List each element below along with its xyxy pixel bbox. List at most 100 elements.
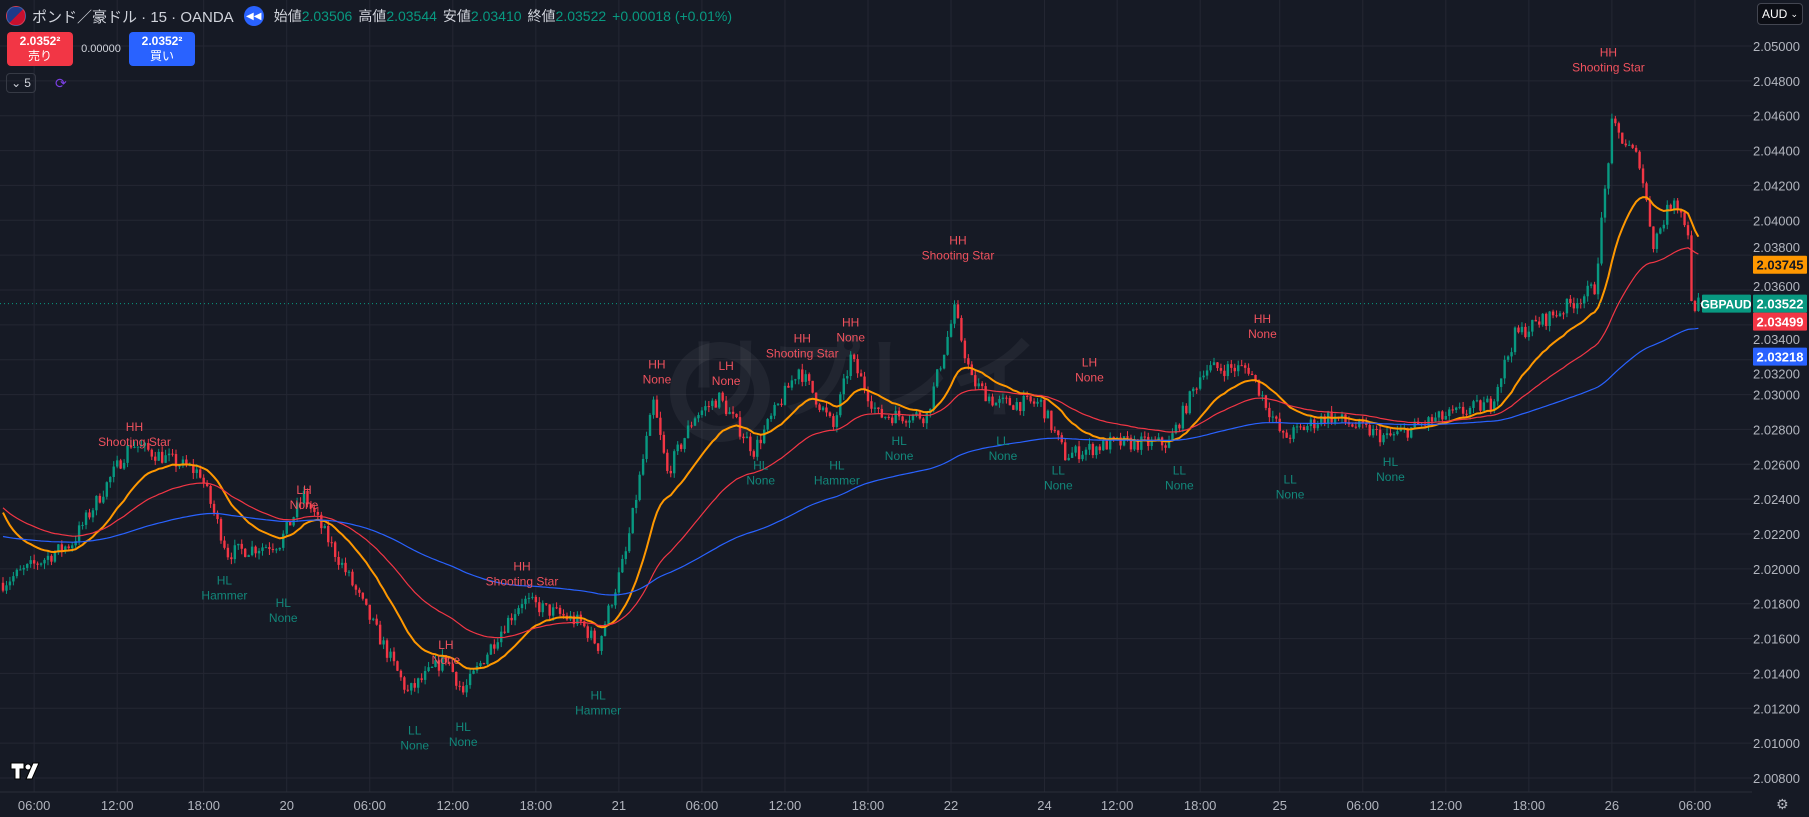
currency-dropdown[interactable]: AUD ⌄	[1757, 3, 1803, 25]
candle-body	[1427, 417, 1430, 426]
candle-body	[974, 375, 977, 387]
candle-body	[427, 667, 430, 672]
candle-body	[1143, 436, 1146, 438]
candle-body	[1375, 429, 1378, 431]
ohlc-values: 始値2.03506 高値2.03544 安値2.03410 終値2.03522	[274, 6, 606, 26]
candle-body	[240, 543, 243, 549]
candle-body	[327, 526, 330, 543]
pattern-label: HL	[891, 434, 907, 448]
candle-body	[1544, 313, 1548, 326]
candle-body	[157, 451, 160, 461]
candle-body	[1178, 424, 1181, 429]
candle-body	[946, 336, 949, 355]
candle-body	[330, 542, 333, 544]
candle-body	[939, 368, 942, 370]
candle-body	[884, 416, 887, 418]
candle-body	[237, 543, 240, 546]
candle-body	[1631, 144, 1634, 148]
candle-body	[361, 592, 365, 599]
candle-body	[406, 689, 410, 691]
candle-body	[465, 685, 468, 693]
candle-body	[735, 413, 738, 418]
candle-body	[1482, 402, 1486, 411]
candle-body	[863, 376, 866, 390]
sell-button[interactable]: 2.0352² 売り	[7, 32, 73, 66]
close-label: 終値	[527, 8, 556, 24]
candle-body	[1493, 401, 1496, 411]
candle-body	[1503, 359, 1506, 379]
candle-body	[763, 429, 766, 444]
tradingview-logo[interactable]	[10, 762, 40, 780]
candle-body	[486, 654, 489, 665]
gbp-aud-flag-icon	[6, 6, 26, 26]
candle-body	[365, 598, 368, 605]
candle-body	[1164, 445, 1167, 448]
candle-body	[510, 617, 513, 621]
candle-body	[288, 521, 292, 526]
candle-body	[1351, 424, 1354, 427]
candle-body	[1624, 143, 1627, 146]
candle-body	[1309, 419, 1313, 427]
candle-body	[1268, 407, 1271, 418]
symbol-title[interactable]: ポンド／豪ドル · 15 · OANDA	[32, 8, 234, 26]
candle-body	[167, 453, 171, 456]
pattern-label: LL	[1052, 464, 1066, 478]
symbol-tag: GBPAUD	[1700, 298, 1751, 312]
candle-body	[832, 416, 835, 427]
candle-body	[81, 524, 84, 526]
candle-body	[894, 410, 897, 424]
candle-body	[645, 435, 648, 459]
candle-body	[859, 373, 863, 377]
candle-body	[891, 417, 894, 424]
candle-body	[704, 406, 707, 411]
candle-body	[1517, 327, 1520, 333]
candle-body	[558, 607, 562, 614]
candle-body	[794, 379, 797, 381]
pattern-label: LH	[1082, 356, 1097, 370]
candle-body	[12, 576, 15, 582]
candle-body	[877, 407, 880, 409]
candle-body	[600, 635, 603, 651]
sync-icon[interactable]: ⟳	[55, 75, 67, 91]
x-tick-label: 06:00	[1347, 798, 1380, 813]
candle-body	[524, 598, 527, 605]
candle-body	[1652, 226, 1655, 249]
pattern-label: LH	[438, 638, 453, 652]
candle-body	[212, 503, 216, 513]
candle-body	[1261, 395, 1264, 397]
pattern-label: None	[432, 653, 461, 667]
candle-body	[728, 411, 731, 415]
candle-body	[275, 549, 278, 551]
candle-body	[1102, 439, 1105, 451]
candle-body	[1416, 421, 1420, 425]
candle-body	[8, 581, 12, 586]
candle-body	[1499, 378, 1503, 387]
candle-body	[496, 642, 499, 649]
candle-body	[219, 519, 223, 541]
y-tick-label: 2.03200	[1753, 367, 1800, 382]
candle-body	[1365, 422, 1368, 425]
candle-body	[19, 569, 22, 571]
replay-icon[interactable]: ◀◀	[243, 6, 264, 26]
candle-body	[766, 419, 769, 430]
candle-body	[313, 508, 316, 512]
candle-body	[548, 604, 551, 616]
buy-button[interactable]: 2.0352² 買い	[129, 32, 195, 66]
symbol-legend: ポンド／豪ドル · 15 · OANDA ◀◀ 始値2.03506 高値2.03…	[6, 4, 732, 28]
candle-body	[171, 453, 174, 455]
settings-icon[interactable]: ⚙	[1776, 796, 1789, 812]
candle-body	[1257, 379, 1261, 396]
pattern-label: HL	[590, 689, 606, 703]
candle-body	[797, 369, 800, 380]
candle-body	[1226, 364, 1230, 377]
candle-body	[887, 416, 890, 418]
candle-body	[1489, 398, 1492, 411]
candle-body	[15, 569, 19, 577]
candle-body	[1596, 263, 1600, 295]
candle-body	[88, 512, 91, 518]
candle-body	[1586, 285, 1589, 297]
candle-body	[1188, 391, 1191, 414]
lots-dropdown[interactable]: ⌄ 5	[6, 73, 36, 93]
candle-body	[1050, 410, 1053, 431]
